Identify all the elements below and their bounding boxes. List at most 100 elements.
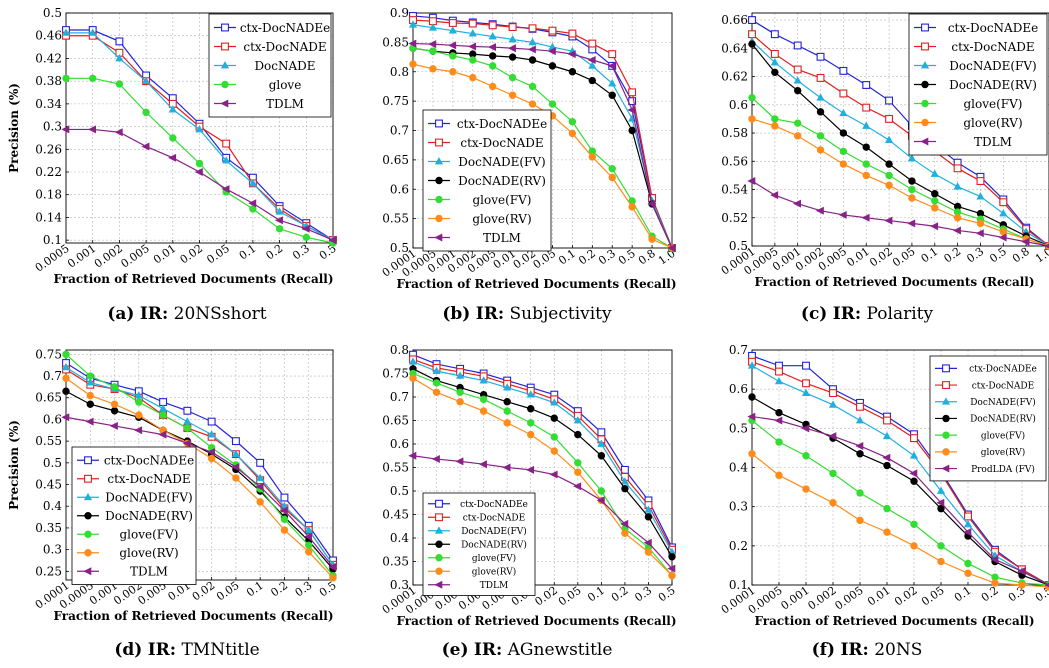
data-point <box>627 105 636 114</box>
legend-marker <box>434 233 443 242</box>
legend-entry: ctx-DocNADE <box>428 513 525 523</box>
data-point <box>643 538 652 547</box>
y-tick-label: 0.55 <box>382 212 409 226</box>
legend-label: ctx-DocNADEe <box>240 21 330 35</box>
y-tick-label: 0.3 <box>43 543 62 557</box>
x-tick-label: 0.2 <box>576 247 598 268</box>
legend-entry: DocNADE <box>214 59 316 73</box>
data-point <box>468 19 477 28</box>
series-glove-rv- <box>409 374 676 580</box>
y-tick-label: 0.62 <box>721 70 748 84</box>
legend-marker <box>435 119 443 128</box>
y-tick-label: 0.55 <box>35 434 62 448</box>
series-line <box>412 42 673 249</box>
data-point <box>930 169 939 177</box>
data-point <box>488 82 497 91</box>
data-point <box>990 555 999 564</box>
y-tick-label: 0.34 <box>35 97 62 111</box>
data-point <box>816 74 825 82</box>
data-point <box>528 82 537 91</box>
y-tick-label: 0.3 <box>43 120 62 134</box>
data-point <box>547 47 556 56</box>
data-point <box>508 73 517 82</box>
data-point <box>628 203 636 211</box>
data-point <box>221 185 230 194</box>
data-point <box>432 379 441 387</box>
y-tick-label: 0.5 <box>390 241 409 255</box>
data-point <box>527 405 535 413</box>
legend-marker <box>942 431 950 439</box>
series-line <box>65 362 334 561</box>
data-point <box>548 26 557 35</box>
data-point <box>910 434 918 443</box>
y-tick-label: 0.2 <box>729 539 748 553</box>
legend-entry: ctx-DocNADEe <box>935 364 1037 375</box>
data-point <box>207 454 216 463</box>
data-point <box>883 461 891 470</box>
y-tick-label: 0.25 <box>35 564 62 578</box>
y-tick-label: 0.8 <box>390 343 409 357</box>
data-point <box>305 541 313 549</box>
data-point <box>110 400 119 408</box>
legend-marker <box>221 80 229 89</box>
legend-marker <box>921 118 929 127</box>
data-point <box>748 115 756 123</box>
legend-label: DocNADE(FV) <box>949 59 1036 73</box>
series-tdlm <box>61 413 337 571</box>
x-tick-label: 0.8 <box>636 247 658 268</box>
data-point <box>839 147 848 156</box>
data-point <box>206 447 215 456</box>
chart-panel-5: 0.3 0.35 0.4 0.45 0.5 0.55 0.6 0.65 0.7 0.75 0.8 0.… <box>380 343 678 628</box>
series-line <box>751 361 1049 586</box>
series-docnade-rv- <box>748 40 1049 250</box>
data-point <box>478 460 487 469</box>
legend-marker <box>83 567 92 576</box>
legend-label: glove(FV) <box>473 193 532 207</box>
plot-frame <box>751 12 1049 247</box>
data-point <box>231 437 240 446</box>
data-point <box>449 52 457 60</box>
data-point <box>620 477 630 485</box>
data-point <box>183 424 192 432</box>
x-axis-label: Fraction of Retrieved Documents (Recall) <box>396 614 676 628</box>
legend-entry: ctx-DocNADEe <box>428 117 547 131</box>
y-tick-label: 0.65 <box>35 391 62 405</box>
y-tick-label: 0.8 <box>390 65 409 79</box>
y-tick-label: 0.35 <box>382 555 409 569</box>
data-point <box>502 463 511 472</box>
y-tick-label: 0.75 <box>382 367 409 381</box>
data-point <box>86 391 94 400</box>
series-line <box>412 455 673 569</box>
legend-label: glove(RV) <box>472 212 531 226</box>
data-point <box>856 450 864 458</box>
y-tick-label: 0.3 <box>729 500 748 514</box>
data-point <box>608 91 616 99</box>
legend-label: ctx-DocNADEe <box>948 21 1038 35</box>
legend-marker <box>435 138 443 147</box>
data-point <box>550 447 558 455</box>
data-point <box>802 452 810 460</box>
data-point <box>508 35 517 43</box>
x-tick-label: 0.3 <box>964 245 986 266</box>
legend-marker <box>920 61 930 69</box>
data-point <box>86 378 95 386</box>
x-tick-label: 0.2 <box>268 579 290 600</box>
data-point <box>885 181 893 189</box>
legend: ctx-DocNADEe ctx-DocNADE DocNADE(FV) DocNAD… <box>929 355 1047 482</box>
legend-marker <box>435 195 443 204</box>
legend-label: TDLM <box>974 135 1012 149</box>
data-point <box>61 125 70 134</box>
y-tick-label: 0.22 <box>35 165 62 179</box>
data-point <box>828 400 838 408</box>
y-tick-label: 0.14 <box>35 210 62 224</box>
data-point <box>621 529 629 537</box>
legend-label: glove <box>269 78 302 92</box>
data-point <box>838 210 847 219</box>
legend-entry: glove(FV) <box>428 193 531 207</box>
data-point <box>829 389 837 398</box>
data-point <box>280 526 289 534</box>
data-point <box>648 235 656 243</box>
data-point <box>775 367 783 376</box>
legend-marker <box>83 492 93 501</box>
data-point <box>862 81 871 89</box>
